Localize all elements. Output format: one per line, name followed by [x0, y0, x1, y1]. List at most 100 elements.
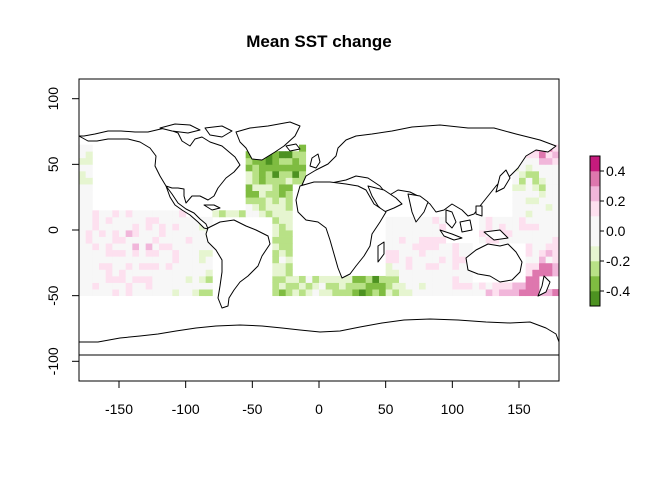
sst-cell — [112, 282, 120, 290]
sst-cell — [179, 256, 187, 264]
x-tick-label: 0 — [315, 401, 323, 417]
sst-cell — [459, 243, 467, 251]
sst-cell — [392, 236, 400, 244]
sst-cell — [372, 289, 380, 297]
sst-cell — [285, 216, 293, 224]
sst-cell — [199, 262, 207, 270]
sst-cell — [132, 269, 140, 277]
y-tick-label: 100 — [45, 87, 61, 111]
sst-cell — [305, 282, 313, 290]
sst-cell — [145, 269, 153, 277]
sst-cell — [105, 262, 113, 270]
sst-cell — [525, 164, 533, 172]
sst-cell — [79, 269, 87, 277]
sst-cell — [405, 275, 413, 283]
sst-cell — [99, 269, 107, 277]
sst-cell — [85, 216, 93, 224]
sst-cell — [525, 157, 533, 165]
sst-cell — [245, 203, 253, 211]
sst-cell — [272, 151, 280, 159]
sst-cell — [79, 249, 87, 257]
sst-cell — [199, 269, 207, 277]
sst-cell — [105, 223, 113, 231]
sst-cell — [512, 236, 520, 244]
sst-cell — [439, 262, 447, 270]
sst-cell — [539, 164, 547, 172]
sst-cell — [279, 243, 287, 251]
sst-cell — [425, 256, 433, 264]
sst-cell — [479, 289, 487, 297]
sst-cell — [319, 282, 327, 290]
sst-cell — [439, 249, 447, 257]
sst-cell — [405, 269, 413, 277]
sst-cell — [285, 157, 293, 165]
sst-cell — [459, 262, 467, 270]
sst-cell — [312, 275, 320, 283]
sst-cell — [519, 216, 527, 224]
sst-cell — [399, 262, 407, 270]
sst-cell — [279, 164, 287, 172]
sst-cell — [525, 230, 533, 237]
sst-cell — [445, 256, 453, 264]
sst-cell — [172, 243, 180, 251]
sst-cell — [152, 249, 160, 257]
sst-cell — [492, 216, 500, 224]
sst-cell — [192, 282, 200, 290]
x-tick-label: -50 — [242, 401, 262, 417]
sst-cell — [365, 282, 373, 290]
sst-cell — [439, 269, 447, 277]
sst-cell — [539, 203, 547, 211]
sst-cell — [105, 236, 113, 244]
greenland-outline — [235, 121, 301, 161]
sst-cell — [425, 269, 433, 277]
legend-color-bin — [590, 156, 600, 172]
sst-cell — [485, 216, 493, 224]
sst-cell — [425, 230, 433, 237]
sst-cell — [112, 256, 120, 264]
sst-cell — [132, 282, 140, 290]
sst-cell — [272, 177, 280, 185]
sst-cell — [552, 164, 560, 172]
y-tick-label: -50 — [45, 285, 61, 305]
sst-cell — [519, 190, 527, 198]
sst-cell — [245, 190, 253, 198]
sst-cell — [245, 170, 253, 178]
sst-cell — [445, 289, 453, 297]
sst-cell — [499, 216, 507, 224]
sst-cell — [532, 197, 540, 205]
sst-cell — [432, 236, 440, 244]
sst-cell — [272, 223, 280, 231]
sst-cell — [145, 210, 153, 218]
sst-cell — [285, 230, 293, 237]
sst-cell — [392, 256, 400, 264]
sst-cell — [532, 243, 540, 251]
continent-outlines — [78, 121, 560, 356]
iceland-outline — [285, 143, 301, 152]
sst-cell — [265, 203, 273, 211]
sst-cell — [312, 282, 320, 290]
sst-cell — [552, 170, 560, 178]
sst-cell — [79, 230, 87, 237]
sst-cell — [99, 282, 107, 290]
sst-cell — [352, 282, 360, 290]
sst-cell — [452, 262, 460, 270]
sst-cell — [272, 190, 280, 198]
sst-cell — [92, 256, 100, 264]
sst-cell — [132, 289, 140, 297]
sst-cell — [152, 216, 160, 224]
sst-cell — [139, 243, 147, 251]
sst-cell — [279, 177, 287, 185]
sst-cell — [119, 275, 127, 283]
sst-cell — [252, 190, 260, 198]
sst-cell — [399, 269, 407, 277]
x-tick-label: -100 — [172, 401, 200, 417]
sst-cell — [512, 223, 520, 231]
sst-cell — [472, 289, 480, 297]
sst-cell — [79, 236, 87, 244]
sst-cell — [112, 269, 120, 277]
sst-cell — [119, 230, 127, 237]
sst-cell — [205, 256, 213, 264]
sst-cell — [552, 190, 560, 198]
sst-cell — [525, 184, 533, 192]
sst-cell — [392, 243, 400, 251]
